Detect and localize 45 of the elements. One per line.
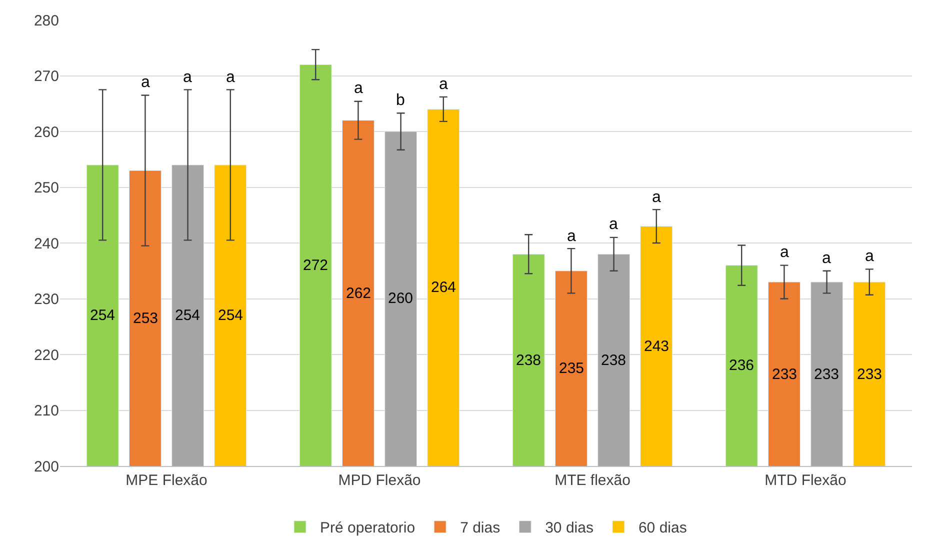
- data-label: 235: [559, 360, 584, 377]
- annotation: a: [609, 216, 618, 233]
- x-tick-label: MTD Flexão: [764, 472, 846, 489]
- annotation: a: [822, 250, 831, 267]
- data-label: 253: [133, 310, 158, 327]
- annotation: a: [865, 248, 874, 265]
- y-tick-label: 220: [34, 346, 59, 364]
- y-tick-label: 280: [34, 12, 59, 30]
- annotation: a: [226, 69, 235, 86]
- data-label: 243: [644, 338, 670, 355]
- y-tick-label: 230: [34, 291, 59, 308]
- annotation: a: [183, 69, 192, 86]
- x-tick-label: MPE Flexão: [126, 472, 208, 489]
- annotation: a: [439, 76, 448, 93]
- data-label: 272: [303, 257, 328, 274]
- annotation: a: [652, 189, 661, 206]
- legend-label: 30 dias: [545, 520, 594, 537]
- data-label: 238: [601, 352, 626, 369]
- legend-label: Pré operatorio: [320, 520, 416, 537]
- data-label: 254: [90, 307, 116, 324]
- annotation: a: [567, 228, 576, 245]
- annotation: a: [780, 244, 789, 261]
- annotation: a: [141, 74, 150, 91]
- x-tick-label: MPD Flexão: [338, 472, 421, 489]
- data-label: 254: [218, 307, 244, 324]
- y-tick-label: 210: [34, 402, 59, 420]
- data-label: 236: [729, 357, 754, 374]
- data-label: 233: [857, 366, 882, 383]
- y-tick-label: 270: [34, 68, 59, 85]
- data-label: 264: [431, 279, 456, 296]
- y-tick-label: 200: [34, 458, 59, 476]
- legend-label: 60 dias: [638, 520, 687, 537]
- data-label: 233: [772, 366, 798, 383]
- data-label: 260: [388, 290, 414, 307]
- data-label: 233: [814, 366, 840, 383]
- annotation: b: [396, 92, 405, 109]
- x-tick-label: MTE flexão: [554, 472, 630, 489]
- y-tick-label: 240: [34, 235, 59, 252]
- y-tick-label: 250: [34, 180, 59, 196]
- y-tick-label: 260: [34, 124, 59, 141]
- data-label: 238: [516, 352, 542, 369]
- annotation: a: [354, 80, 363, 97]
- data-label: 262: [346, 285, 372, 302]
- legend-label: 7 dias: [460, 520, 500, 537]
- data-label: 254: [175, 307, 200, 324]
